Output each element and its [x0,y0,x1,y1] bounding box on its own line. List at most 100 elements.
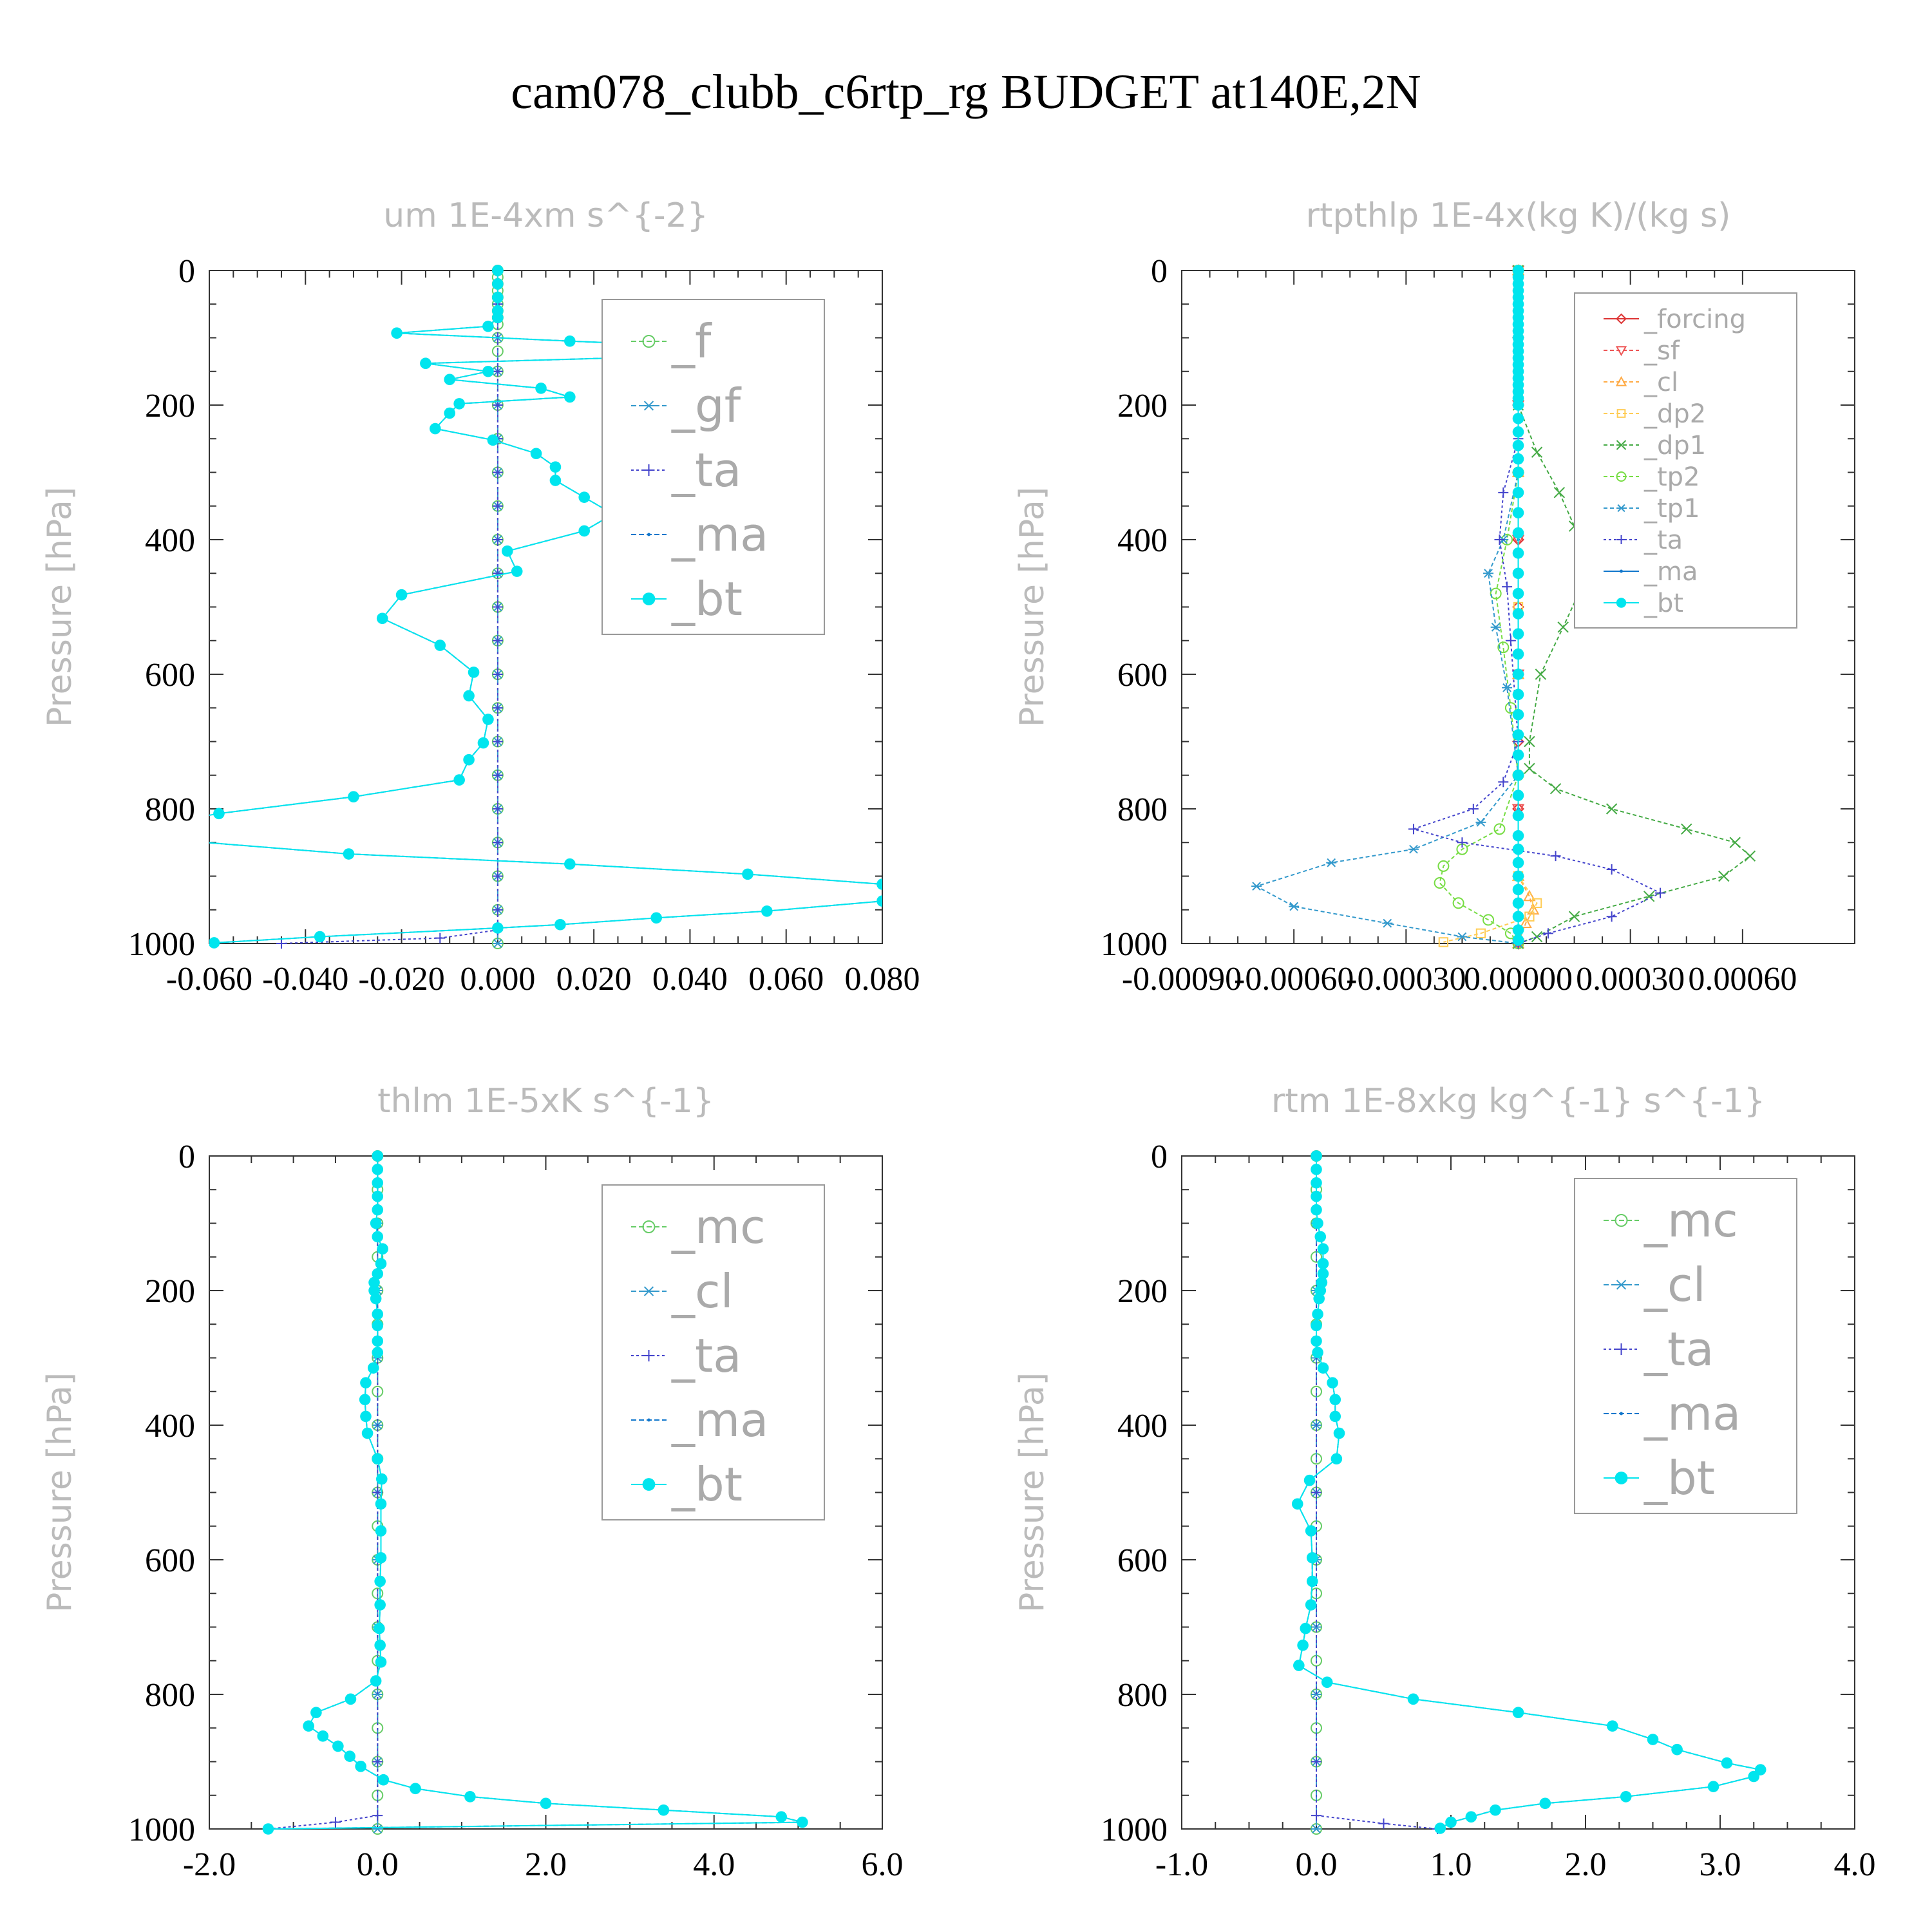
x-tick-label: 0.020 [556,961,632,998]
data-point [1512,527,1524,539]
legend-label: _sf [1643,336,1680,366]
chart-panel-2: rtpthlp 1E-4x(kg K)/(kg s) Pressure [hPa]… [1013,196,1855,998]
y-axis-label: Pressure [hPa] [41,487,79,727]
data-point [1512,934,1524,946]
panels-container: um 1E-4xm s^{-2} Pressure [hPa] 0 200 400 600… [41,196,1876,1883]
data-point [535,383,547,394]
data-point [1297,1639,1309,1651]
data-point [345,1693,357,1705]
data-point [372,1190,384,1202]
data-point [1465,1811,1477,1823]
data-point [1647,1734,1659,1745]
series-group [209,265,882,949]
data-point [1293,1660,1305,1671]
data-point [372,1320,384,1332]
data-point [1311,1756,1321,1767]
data-point [1305,1599,1317,1611]
legend-item_tp2: _tp2 [1604,462,1700,492]
data-point [1408,824,1419,835]
data-point [1311,1204,1322,1216]
y-tick-label: 800 [145,791,195,828]
legend-item_cl: _cl [1604,1258,1706,1312]
legend-label: _ma [1643,557,1698,587]
data-point [1475,928,1486,938]
data-point [1475,818,1486,827]
data-point [492,804,503,814]
data-point [549,475,562,486]
data-point [1542,928,1553,939]
data-point [1557,621,1569,633]
data-point [1311,1335,1322,1347]
legend-item_forcing: _forcing [1604,305,1746,334]
data-point [1512,870,1524,882]
legend: _f _gf _ta _ma _bt [601,299,825,635]
data-point [1317,1362,1329,1374]
x-tick-label: -2.0 [183,1846,236,1883]
data-point [372,1810,383,1821]
data-point [468,667,480,678]
x-tick-label: 0.00060 [1688,961,1797,998]
chart-panel-4: rtm 1E-8xkg kg^{-1} s^{-1} Pressure [hPa]… [1013,1082,1876,1883]
legend-item_mc: _mc [631,1200,766,1254]
data-point [658,1804,670,1816]
data-point [375,1258,387,1269]
data-point [492,939,503,948]
data-point [1531,898,1542,908]
legend-label: _bt [671,1457,743,1511]
x-tick-label: -0.060 [166,961,252,998]
y-tick-label: 400 [145,522,195,559]
data-point [1512,567,1524,580]
y-tick-label: 600 [1117,657,1168,694]
data-point [372,1347,384,1358]
data-point [1311,1487,1321,1498]
data-point [492,770,503,781]
data-point [1512,413,1524,424]
data-point [1512,466,1524,478]
data-point [1524,735,1535,748]
data-point [370,1217,382,1229]
y-tick-label: 800 [1117,791,1168,828]
data-point [1512,884,1524,896]
y-tick-label: 800 [145,1677,195,1714]
legend-item_ta: _ta [631,443,741,497]
legend-item_ta: _ta [1604,526,1683,555]
data-point [492,312,504,323]
data-point [1502,582,1513,592]
data-point [375,1656,387,1668]
data-point [360,1377,372,1388]
panel-title: um 1E-4xm s^{-2} [383,196,708,235]
data-point [213,808,225,820]
legend-label: _cl [1643,1258,1706,1312]
data-point [564,858,576,870]
legend-item_cl: _cl [1604,368,1678,397]
data-point [1311,1810,1321,1821]
data-point [209,937,220,949]
y-tick-label: 200 [145,1273,195,1310]
data-point [1445,1816,1457,1828]
data-point [1512,453,1524,465]
series-group [1251,263,1756,951]
data-point [1498,777,1509,788]
data-point [1718,870,1730,882]
data-point [492,904,503,915]
data-point [797,1816,808,1828]
data-point [492,278,504,290]
data-point [355,1761,366,1772]
data-point [1512,507,1524,518]
data-point [564,335,576,347]
data-point [463,753,475,766]
data-point [1326,858,1337,867]
legend-label: _ma [671,1393,768,1447]
data-point [1468,804,1479,814]
x-tick-label: 4.0 [693,1846,735,1883]
data-point [1327,1377,1338,1388]
y-tick-label: 600 [145,1542,195,1579]
x-tick-label: 2.0 [525,1846,567,1883]
data-point [482,320,494,332]
data-point [1490,622,1501,632]
legend-item_dp1: _dp1 [1604,431,1706,460]
x-tick-label: 0.060 [748,961,824,998]
data-point [444,374,456,386]
chart-panel-3: thlm 1E-5xK s^{-1} Pressure [hPa] 0 200 400 6… [41,1082,904,1883]
data-point [1437,860,1450,872]
